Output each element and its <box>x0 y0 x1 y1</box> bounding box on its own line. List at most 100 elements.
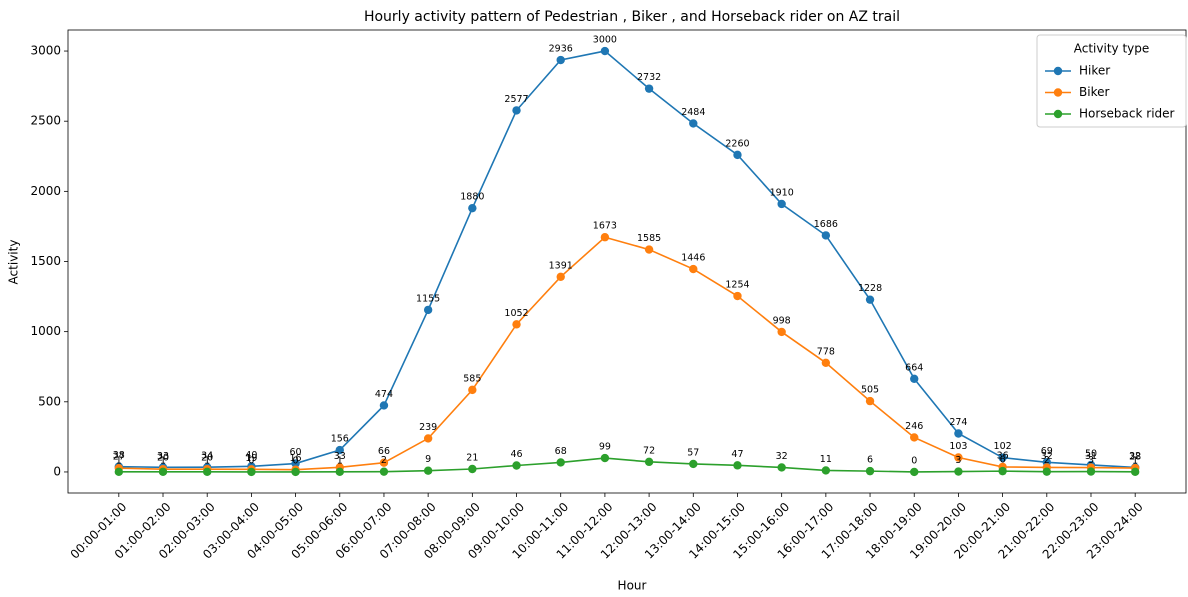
value-label: 3 <box>1088 455 1094 466</box>
legend-title: Activity type <box>1074 42 1150 56</box>
value-label: 9 <box>425 454 431 465</box>
point <box>468 464 477 474</box>
value-label: 778 <box>817 346 835 357</box>
point <box>600 233 610 242</box>
point <box>998 466 1007 476</box>
value-label: 60 <box>290 447 302 458</box>
value-label: 1446 <box>681 253 705 264</box>
point <box>954 429 963 438</box>
point <box>910 374 919 383</box>
legend-label: Hiker <box>1079 64 1110 78</box>
point <box>910 433 919 442</box>
point <box>954 453 963 462</box>
value-label: 1 <box>337 455 343 466</box>
value-label: 28 <box>1129 452 1141 463</box>
value-label: 99 <box>599 442 611 453</box>
value-label: 274 <box>949 417 967 428</box>
value-label: 0 <box>911 455 917 466</box>
series-line <box>118 236 1136 471</box>
value-label: 2577 <box>504 94 528 105</box>
y-tick-label: 3000 <box>30 44 61 58</box>
legend-box <box>1036 34 1187 128</box>
point <box>689 459 698 469</box>
value-label: 0 <box>248 455 254 466</box>
value-label: 1228 <box>858 283 882 294</box>
point <box>1130 467 1140 477</box>
value-label: 66 <box>378 446 390 457</box>
value-label: 11 <box>820 454 832 465</box>
value-label: 2260 <box>725 138 749 149</box>
point <box>291 459 300 468</box>
point <box>556 272 565 281</box>
value-label: 2 <box>1044 455 1050 466</box>
value-label: 33 <box>334 451 346 462</box>
point <box>733 461 742 470</box>
series-line <box>118 50 1136 469</box>
y-tick-label: 500 <box>38 394 61 408</box>
point <box>1042 467 1052 476</box>
value-label: 47 <box>731 449 743 460</box>
legend-marker <box>1053 109 1063 119</box>
legend-label: Biker <box>1079 85 1109 99</box>
value-label: 1391 <box>549 260 573 271</box>
value-label: 34 <box>201 451 213 462</box>
point <box>423 466 433 475</box>
value-label: 2 <box>381 455 387 466</box>
value-label: 2732 <box>637 72 661 83</box>
point <box>379 458 389 467</box>
value-label: 68 <box>555 446 567 457</box>
y-tick-label: 2500 <box>30 114 61 128</box>
legend-label: Horseback rider <box>1079 107 1175 121</box>
point <box>512 461 521 470</box>
value-label: 36 <box>997 450 1009 461</box>
value-label: 474 <box>375 389 393 400</box>
value-label: 1 <box>160 455 166 466</box>
point <box>821 231 831 240</box>
point <box>821 358 831 367</box>
legend-marker <box>1053 88 1063 97</box>
point <box>512 106 521 115</box>
legend-marker <box>1053 66 1063 76</box>
value-label: 3 <box>955 455 961 466</box>
value-label: 69 <box>1041 446 1053 457</box>
value-label: 505 <box>861 385 879 396</box>
point <box>468 385 477 395</box>
point <box>600 46 610 56</box>
point <box>556 458 565 467</box>
value-label: 1 <box>1132 455 1138 466</box>
point <box>644 245 654 254</box>
value-label: 1585 <box>637 233 661 244</box>
point <box>998 453 1007 462</box>
value-label: 239 <box>419 422 437 433</box>
value-label: 46 <box>510 449 522 460</box>
value-label: 0 <box>293 455 299 466</box>
value-label: 57 <box>687 447 699 458</box>
value-label: 31 <box>1085 451 1097 462</box>
point <box>1086 467 1096 476</box>
point <box>468 203 477 213</box>
point <box>865 466 875 476</box>
value-label: 16 <box>290 453 302 464</box>
point <box>556 55 565 65</box>
value-label: 6 <box>1000 455 1006 466</box>
y-tick-label: 1500 <box>30 254 61 268</box>
value-label: 32 <box>776 451 788 462</box>
point <box>114 467 124 477</box>
x-axis-label: Hour <box>618 579 647 593</box>
point <box>733 291 742 301</box>
point <box>954 467 963 476</box>
point <box>821 466 831 475</box>
point <box>689 264 698 274</box>
chart-title: Hourly activity pattern of Pedestrian , … <box>364 9 900 25</box>
point <box>335 445 344 455</box>
value-label: 1910 <box>770 187 794 198</box>
point <box>865 396 875 406</box>
point <box>777 199 786 209</box>
point <box>158 467 168 477</box>
value-label: 1254 <box>725 280 749 291</box>
value-label: 50 <box>1085 448 1097 459</box>
point <box>202 467 212 477</box>
point <box>733 150 742 160</box>
value-label: 3000 <box>593 35 617 46</box>
